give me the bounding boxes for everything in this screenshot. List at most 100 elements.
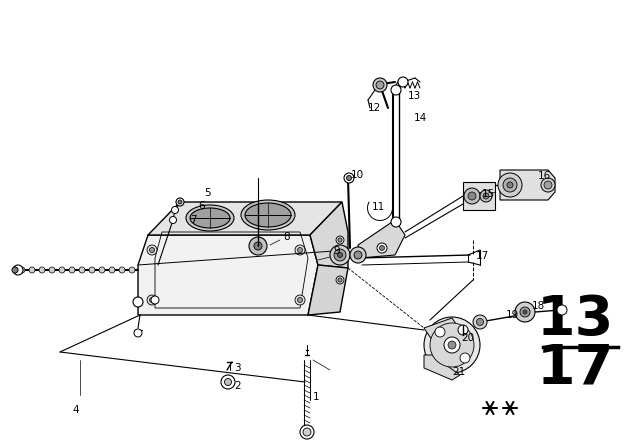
Ellipse shape — [186, 205, 234, 231]
Circle shape — [444, 337, 460, 353]
Circle shape — [373, 78, 387, 92]
Circle shape — [337, 253, 342, 258]
Text: 5: 5 — [204, 188, 211, 198]
Text: 14: 14 — [414, 113, 428, 123]
Polygon shape — [310, 202, 348, 268]
Circle shape — [498, 173, 522, 197]
Circle shape — [129, 267, 135, 273]
Circle shape — [178, 200, 182, 204]
Ellipse shape — [241, 200, 295, 230]
Circle shape — [460, 353, 470, 363]
Circle shape — [59, 267, 65, 273]
Text: 12: 12 — [368, 103, 381, 113]
Ellipse shape — [245, 203, 291, 227]
Text: 13: 13 — [536, 293, 614, 347]
Circle shape — [172, 207, 179, 214]
Circle shape — [346, 176, 351, 181]
Text: 13: 13 — [408, 91, 421, 101]
Circle shape — [338, 238, 342, 242]
Text: 6: 6 — [198, 201, 205, 211]
Circle shape — [150, 247, 154, 253]
Polygon shape — [463, 182, 495, 210]
Circle shape — [398, 77, 408, 87]
Circle shape — [19, 267, 25, 273]
Text: 17: 17 — [536, 341, 614, 395]
Circle shape — [176, 198, 184, 206]
Circle shape — [170, 216, 177, 224]
Circle shape — [503, 178, 517, 192]
Text: 8: 8 — [283, 232, 290, 242]
Circle shape — [380, 246, 385, 250]
Circle shape — [480, 190, 492, 202]
Circle shape — [298, 247, 303, 253]
Text: 3: 3 — [234, 363, 241, 373]
Circle shape — [295, 245, 305, 255]
Circle shape — [249, 237, 267, 255]
Circle shape — [520, 307, 530, 317]
Circle shape — [89, 267, 95, 273]
Polygon shape — [424, 318, 460, 340]
Circle shape — [13, 265, 23, 275]
Circle shape — [330, 245, 350, 265]
Text: 19: 19 — [506, 310, 519, 320]
Circle shape — [225, 379, 232, 385]
Circle shape — [338, 278, 342, 282]
Circle shape — [119, 267, 125, 273]
Text: 4: 4 — [72, 405, 79, 415]
Circle shape — [133, 297, 143, 307]
Circle shape — [377, 243, 387, 253]
Polygon shape — [500, 170, 555, 200]
Circle shape — [298, 297, 303, 302]
Circle shape — [29, 267, 35, 273]
Circle shape — [39, 267, 45, 273]
Ellipse shape — [190, 208, 230, 228]
Polygon shape — [358, 220, 405, 258]
Circle shape — [12, 267, 18, 273]
Circle shape — [430, 323, 474, 367]
Circle shape — [69, 267, 75, 273]
Circle shape — [99, 267, 105, 273]
Circle shape — [468, 192, 476, 200]
Circle shape — [477, 319, 483, 326]
Circle shape — [473, 315, 487, 329]
Text: 10: 10 — [351, 170, 364, 180]
Circle shape — [254, 242, 262, 250]
Circle shape — [515, 302, 535, 322]
Polygon shape — [138, 235, 318, 315]
Circle shape — [464, 188, 480, 204]
Circle shape — [303, 428, 311, 436]
Text: 15: 15 — [482, 189, 495, 199]
Circle shape — [151, 296, 159, 304]
Circle shape — [391, 85, 401, 95]
Polygon shape — [424, 355, 460, 380]
Circle shape — [300, 425, 314, 439]
Circle shape — [391, 217, 401, 227]
Circle shape — [557, 305, 567, 315]
Circle shape — [295, 295, 305, 305]
Circle shape — [147, 245, 157, 255]
Text: 16: 16 — [538, 171, 551, 181]
Circle shape — [109, 267, 115, 273]
Circle shape — [376, 81, 384, 89]
Text: 2: 2 — [234, 381, 241, 391]
Polygon shape — [148, 202, 342, 235]
Circle shape — [221, 375, 235, 389]
Circle shape — [354, 251, 362, 259]
Text: 7: 7 — [190, 215, 196, 225]
Circle shape — [483, 193, 489, 199]
Circle shape — [334, 249, 346, 261]
Polygon shape — [308, 265, 348, 315]
Text: 18: 18 — [532, 301, 545, 311]
Text: 9: 9 — [333, 246, 340, 256]
Circle shape — [150, 297, 154, 302]
Text: 11: 11 — [372, 202, 385, 212]
Circle shape — [147, 295, 157, 305]
Circle shape — [134, 329, 142, 337]
Text: 17: 17 — [476, 251, 489, 261]
Circle shape — [435, 327, 445, 337]
Circle shape — [424, 317, 480, 373]
Circle shape — [350, 247, 366, 263]
Circle shape — [541, 178, 555, 192]
Circle shape — [544, 181, 552, 189]
Text: 20: 20 — [461, 333, 474, 343]
